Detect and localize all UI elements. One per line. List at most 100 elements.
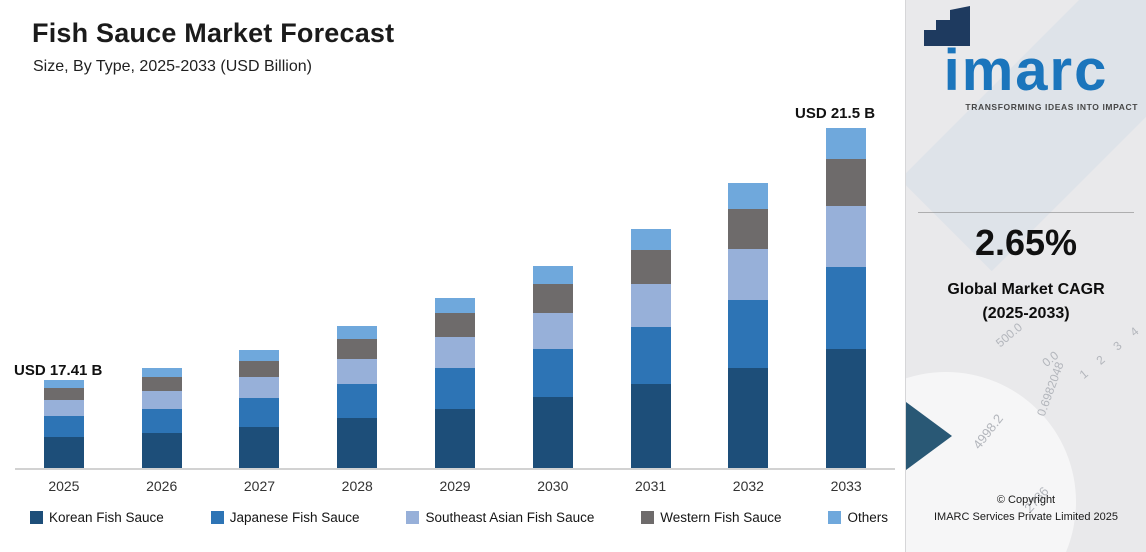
bar-column-2031 (602, 228, 700, 468)
segment-others-2026 (141, 368, 182, 377)
segment-korean-fish-sauce-2031 (630, 384, 671, 468)
segment-japanese-fish-sauce-2033 (826, 267, 867, 349)
legend-item-japanese-fish-sauce: Japanese Fish Sauce (210, 510, 360, 525)
legend-item-southeast-asian-fish-sauce: Southeast Asian Fish Sauce (406, 510, 594, 525)
x-axis-label-2027: 2027 (243, 478, 276, 494)
copyright-line2: IMARC Services Private Limited 2025 (933, 510, 1118, 523)
segment-western-fish-sauce-2031 (630, 250, 671, 284)
imarc-logo-text: imarc (943, 38, 1109, 103)
cagr-block: 2.65% Global Market CAGR (2025-2033) (906, 222, 1146, 326)
segment-korean-fish-sauce-2027 (239, 426, 280, 468)
segment-western-fish-sauce-2028 (337, 338, 378, 359)
segment-japanese-fish-sauce-2031 (630, 326, 671, 385)
decor-number: 0.6982048 (1034, 359, 1067, 419)
cagr-label: Global Market CAGR (2025-2033) (906, 278, 1146, 326)
segment-southeast-asian-fish-sauce-2030 (532, 312, 573, 349)
segment-others-2031 (630, 228, 671, 251)
legend: Korean Fish Sauce Japanese Fish Sauce Sout… (30, 510, 888, 525)
bar-2032 (728, 183, 769, 468)
bar-column-2032 (699, 183, 797, 468)
legend-item-others: Others (828, 510, 888, 525)
segment-japanese-fish-sauce-2027 (239, 398, 280, 427)
imarc-logo-icon (924, 6, 970, 46)
segment-others-2033 (826, 128, 867, 159)
cagr-value: 2.65% (974, 222, 1078, 263)
bar-column-2027 (211, 350, 309, 468)
segment-japanese-fish-sauce-2026 (141, 409, 182, 433)
decor-number: 1 2 3 4 (1076, 320, 1146, 382)
segment-western-fish-sauce-2026 (141, 377, 182, 391)
legend-swatch-western-fish-sauce (641, 511, 655, 524)
legend-label-western-fish-sauce: Western Fish Sauce (660, 510, 782, 525)
plot-area (15, 120, 895, 470)
segment-southeast-asian-fish-sauce-2033 (826, 206, 867, 268)
segment-western-fish-sauce-2029 (435, 313, 476, 338)
segment-western-fish-sauce-2033 (826, 158, 867, 207)
copyright-line1: © Copyright (996, 494, 1056, 506)
decor-wedge (906, 402, 952, 470)
annotation-start-value: USD 17.41 B (14, 362, 103, 379)
segment-japanese-fish-sauce-2029 (435, 367, 476, 409)
segment-western-fish-sauce-2032 (728, 208, 769, 249)
x-axis-label-2028: 2028 (341, 478, 373, 494)
legend-swatch-japanese-fish-sauce (210, 511, 224, 524)
bar-2031 (630, 228, 671, 468)
x-axis-labels: 2025 2026 2027 2028 2029 2030 2031 2032 2033 (15, 478, 895, 494)
bar-column-2026 (113, 368, 211, 468)
cagr-label-line2: (2025-2033) (982, 305, 1070, 322)
segment-japanese-fish-sauce-2032 (728, 299, 769, 369)
segment-western-fish-sauce-2025 (43, 388, 84, 401)
bar-column-2029 (406, 298, 504, 468)
brand-panel: 4998.2 0.6982048 2786 500.0 0.0 1 2 3 4 … (905, 0, 1146, 552)
annotation-end-value: USD 21.5 B (795, 105, 876, 122)
panel-divider (918, 212, 1134, 213)
segment-japanese-fish-sauce-2028 (337, 384, 378, 419)
bar-2030 (532, 266, 573, 468)
x-axis-label-2029: 2029 (439, 478, 471, 494)
chart-panel: Fish Sauce Market Forecast Size, By Type… (14, 18, 895, 525)
legend-label-others: Others (847, 510, 888, 525)
segment-korean-fish-sauce-2026 (141, 433, 182, 468)
segment-others-2029 (435, 298, 476, 314)
bar-2028 (337, 326, 378, 468)
chart-title: Fish Sauce Market Forecast (32, 18, 395, 48)
legend-label-southeast-asian-fish-sauce: Southeast Asian Fish Sauce (425, 510, 595, 525)
segment-others-2027 (239, 350, 280, 361)
segment-southeast-asian-fish-sauce-2029 (435, 337, 476, 368)
segment-japanese-fish-sauce-2025 (43, 416, 84, 438)
legend-item-western-fish-sauce: Western Fish Sauce (641, 510, 782, 525)
bar-2027 (239, 350, 280, 468)
x-axis-label-2031: 2031 (635, 478, 667, 494)
segment-japanese-fish-sauce-2030 (532, 348, 573, 398)
x-axis-label-2033: 2033 (830, 478, 862, 494)
segment-southeast-asian-fish-sauce-2032 (728, 248, 769, 300)
segment-southeast-asian-fish-sauce-2025 (43, 400, 84, 417)
segment-western-fish-sauce-2030 (532, 284, 573, 313)
segment-korean-fish-sauce-2033 (826, 348, 867, 468)
bar-column-2025 (15, 380, 113, 468)
segment-korean-fish-sauce-2030 (532, 397, 573, 468)
segment-korean-fish-sauce-2029 (435, 408, 476, 468)
bar-2026 (141, 368, 182, 468)
brand-tagline: TRANSFORMING IDEAS INTO IMPACT (965, 102, 1138, 112)
chart-subtitle: Size, By Type, 2025-2033 (USD Billion) (33, 58, 312, 75)
legend-item-korean-fish-sauce: Korean Fish Sauce (30, 510, 164, 525)
segment-southeast-asian-fish-sauce-2028 (337, 358, 378, 385)
x-axis-label-2030: 2030 (537, 478, 569, 494)
x-axis-label-2026: 2026 (146, 478, 178, 494)
segment-others-2025 (43, 380, 84, 389)
segment-southeast-asian-fish-sauce-2027 (239, 377, 280, 399)
segment-southeast-asian-fish-sauce-2026 (141, 391, 182, 409)
bar-column-2028 (308, 326, 406, 468)
bar-column-2033 (797, 128, 895, 468)
legend-swatch-others (828, 511, 842, 524)
legend-swatch-korean-fish-sauce (30, 511, 43, 524)
segment-western-fish-sauce-2027 (239, 360, 280, 378)
cagr-label-line1: Global Market CAGR (947, 281, 1105, 298)
bar-2033 (826, 128, 867, 468)
bar-2025 (43, 380, 84, 468)
segment-korean-fish-sauce-2032 (728, 368, 769, 468)
legend-label-korean-fish-sauce: Korean Fish Sauce (49, 510, 164, 525)
segment-others-2032 (728, 183, 769, 209)
